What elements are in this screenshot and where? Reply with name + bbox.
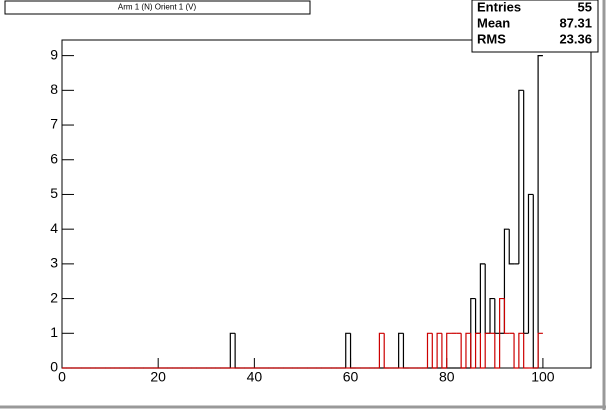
histogram-bin <box>465 332 471 368</box>
stats-box <box>471 0 599 53</box>
x-tick-label: 0 <box>58 369 66 385</box>
x-tick-label: 100 <box>531 369 555 385</box>
y-tick-label: 1 <box>50 324 58 340</box>
stat-value: 87.31 <box>559 15 592 30</box>
histogram-bin <box>523 90 529 334</box>
histogram-bin <box>378 332 385 368</box>
histogram-bin <box>446 332 452 368</box>
y-tick-label: 5 <box>50 185 58 201</box>
histogram-bin <box>518 332 524 368</box>
histogram-bin <box>436 332 442 368</box>
histogram-bin <box>503 298 510 334</box>
histogram-bin <box>523 333 529 369</box>
histogram-bin <box>494 333 500 369</box>
y-tick-label: 2 <box>50 289 58 305</box>
histogram-bin <box>460 333 466 369</box>
histogram-bin <box>499 297 505 368</box>
histogram-bin <box>484 332 491 368</box>
y-tick-label: 6 <box>50 150 58 166</box>
y-tick-label: 8 <box>50 81 58 97</box>
histogram-bin <box>229 332 236 368</box>
y-tick-label: 3 <box>50 255 58 271</box>
stat-value: 55 <box>578 0 592 14</box>
histogram-bin <box>470 333 476 369</box>
histogram-bin <box>383 333 390 369</box>
histogram-bin <box>345 332 351 368</box>
plot-area: 0 20 40 60 80 100 0 1 2 3 4 5 6 7 8 9 <box>50 46 555 384</box>
histogram-bin <box>518 89 524 264</box>
stat-value: 23.36 <box>559 31 592 46</box>
stat-label: Mean <box>477 15 510 30</box>
y-tick-label: 9 <box>50 46 58 62</box>
chart-title: Arm 1 (N) Orient 1 (V) <box>118 3 197 12</box>
histogram-bin <box>441 333 447 369</box>
histogram-bin <box>508 229 515 265</box>
histogram-bin <box>527 193 534 334</box>
x-tick-label: 60 <box>343 369 359 385</box>
histogram-bin <box>479 263 486 334</box>
histogram-bin <box>537 332 543 368</box>
stats: Entries 55 Mean 87.31 RMS 23.36 <box>477 0 592 46</box>
stat-label: Entries <box>477 0 521 14</box>
histogram-bin <box>537 55 543 368</box>
stat-label: RMS <box>477 31 506 46</box>
x-tick-label: 20 <box>150 369 166 385</box>
title-box <box>4 0 311 15</box>
histogram-bin <box>474 332 481 368</box>
y-tick-label: 4 <box>50 220 58 236</box>
histogram-bin <box>513 333 519 369</box>
histogram-bin <box>426 332 433 368</box>
y-tick-label: 7 <box>50 116 58 132</box>
x-tick-label: 80 <box>439 369 455 385</box>
y-tick-label: 0 <box>50 359 58 375</box>
histogram-bin <box>489 297 495 334</box>
histogram-bin <box>431 333 438 369</box>
x-tick-label: 40 <box>247 369 263 385</box>
histogram-bin <box>479 333 486 369</box>
histogram-bin <box>398 332 404 368</box>
